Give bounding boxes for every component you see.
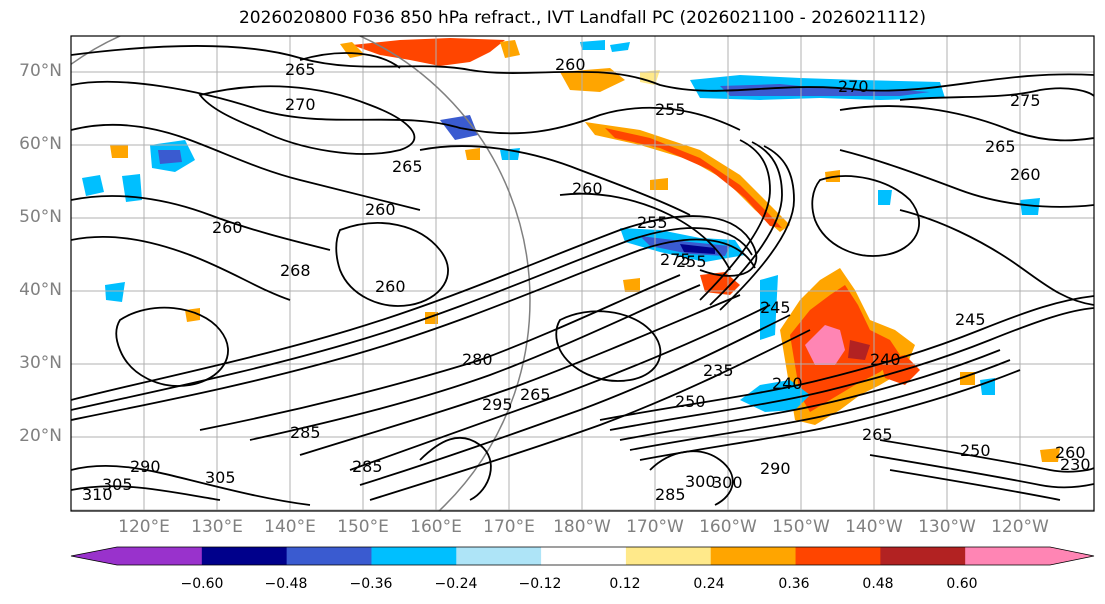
colorbar-segment xyxy=(456,547,542,565)
lon-label-150w: 150°W xyxy=(772,517,830,537)
colorbar-segment xyxy=(795,547,881,565)
colorbar-min-extend xyxy=(71,547,117,565)
map-area: 265 260 255 270 275 265 260 255 260 265 … xyxy=(71,36,1094,511)
contour-label: 270 xyxy=(838,77,869,96)
contour-label: 300 xyxy=(712,473,743,492)
colorbar-outline xyxy=(70,546,1095,566)
colorbar-max-extend xyxy=(1050,547,1094,565)
colorbar-tick-label: 0.12 xyxy=(609,576,641,592)
contour-label: 260 xyxy=(375,277,406,296)
contour-label: 310 xyxy=(82,485,113,504)
colorbar-tick-label: 0.24 xyxy=(693,576,725,592)
contour-label: 260 xyxy=(1010,165,1041,184)
contour-label: 255 xyxy=(655,100,686,119)
colorbar-segment xyxy=(880,547,966,565)
colorbar-segment xyxy=(371,547,457,565)
lat-label-20n: 20°N xyxy=(19,426,62,446)
lon-label-170e: 170°E xyxy=(483,517,535,537)
contour-label: 268 xyxy=(280,261,311,280)
contour-label: 245 xyxy=(955,310,986,329)
colorbar-tick-label: 0.48 xyxy=(862,576,894,592)
colorbar-segment xyxy=(541,547,627,565)
colorbar-tick-label: −0.24 xyxy=(434,576,478,592)
colorbar-segment xyxy=(710,547,797,565)
colorbar-segment xyxy=(965,547,1051,565)
lat-label-30n: 30°N xyxy=(19,353,62,373)
colorbar-tick-label: −0.48 xyxy=(264,576,308,592)
contour-label: 275 xyxy=(1010,91,1041,110)
contour-label: 265 xyxy=(392,157,423,176)
contour-lines xyxy=(71,45,1094,506)
contour-label: 245 xyxy=(760,298,791,317)
contour-label: 255 xyxy=(637,213,668,232)
lon-label-120e: 120°E xyxy=(118,517,170,537)
lat-label-60n: 60°N xyxy=(19,134,62,154)
contour-label: 240 xyxy=(870,350,901,369)
contour-label: 230 xyxy=(1060,455,1091,474)
contour-label: 255 xyxy=(676,252,707,271)
colorbar-tick-label: 0.60 xyxy=(946,576,978,592)
lon-label-150e: 150°E xyxy=(337,517,389,537)
contour-label: 260 xyxy=(212,218,243,237)
contour-label: 265 xyxy=(862,425,893,444)
contour-label: 270 xyxy=(285,95,316,114)
contour-label: 305 xyxy=(102,475,133,494)
landfall-circle xyxy=(71,36,531,511)
lon-label-180w: 180°W xyxy=(553,517,611,537)
contour-label: 285 xyxy=(352,457,383,476)
colorbar-segment xyxy=(201,547,288,565)
colorbar-tick-label: −0.60 xyxy=(180,576,224,592)
contour-label: 240 xyxy=(772,374,803,393)
lon-label-140e: 140°E xyxy=(264,517,316,537)
contour-label: 265 xyxy=(520,385,551,404)
contour-label: 260 xyxy=(1055,443,1086,462)
lon-label-170w: 170°W xyxy=(626,517,684,537)
colorbar-segment xyxy=(286,547,372,565)
colorbar-tick-label: −0.36 xyxy=(349,576,393,592)
map-title: 2026020800 F036 850 hPa refract., IVT La… xyxy=(238,8,926,28)
contour-label: 260 xyxy=(572,179,603,198)
lon-label-130w: 130°W xyxy=(918,517,976,537)
contour-label: 250 xyxy=(960,441,991,460)
contour-label: 235 xyxy=(703,361,734,380)
lat-label-50n: 50°N xyxy=(19,207,62,227)
contour-label: 285 xyxy=(655,485,686,504)
contour-label: 250 xyxy=(675,392,706,411)
colorbar xyxy=(70,546,1095,566)
contour-label: 300 xyxy=(685,472,716,491)
colorbar-tick-label: −0.12 xyxy=(518,576,562,592)
contour-label: 265 xyxy=(985,137,1016,156)
colorbar-tick-label: 0.36 xyxy=(778,576,810,592)
contour-label: 265 xyxy=(285,60,316,79)
contour-label-layer: 265 260 255 270 275 265 260 255 260 265 … xyxy=(82,55,1091,504)
contour-label: 305 xyxy=(205,468,236,487)
colorbar-segment xyxy=(625,547,712,565)
map-frame xyxy=(70,35,1095,512)
contour-label: 260 xyxy=(365,200,396,219)
contour-label: 290 xyxy=(130,457,161,476)
lat-label-40n: 40°N xyxy=(19,280,62,300)
lat-label-70n: 70°N xyxy=(19,61,62,81)
colorbar-segment xyxy=(117,547,203,565)
contour-label: 260 xyxy=(555,55,586,74)
lon-label-120w: 120°W xyxy=(991,517,1049,537)
contour-label: 280 xyxy=(462,350,493,369)
lon-label-140w: 140°W xyxy=(845,517,903,537)
contour-label: 275 xyxy=(660,250,691,269)
contour-label: 290 xyxy=(760,459,791,478)
contour-label: 285 xyxy=(290,423,321,442)
lon-label-160e: 160°E xyxy=(410,517,462,537)
lon-label-130e: 130°E xyxy=(191,517,243,537)
contour-label: 295 xyxy=(482,395,513,414)
lon-label-160w: 160°W xyxy=(699,517,757,537)
